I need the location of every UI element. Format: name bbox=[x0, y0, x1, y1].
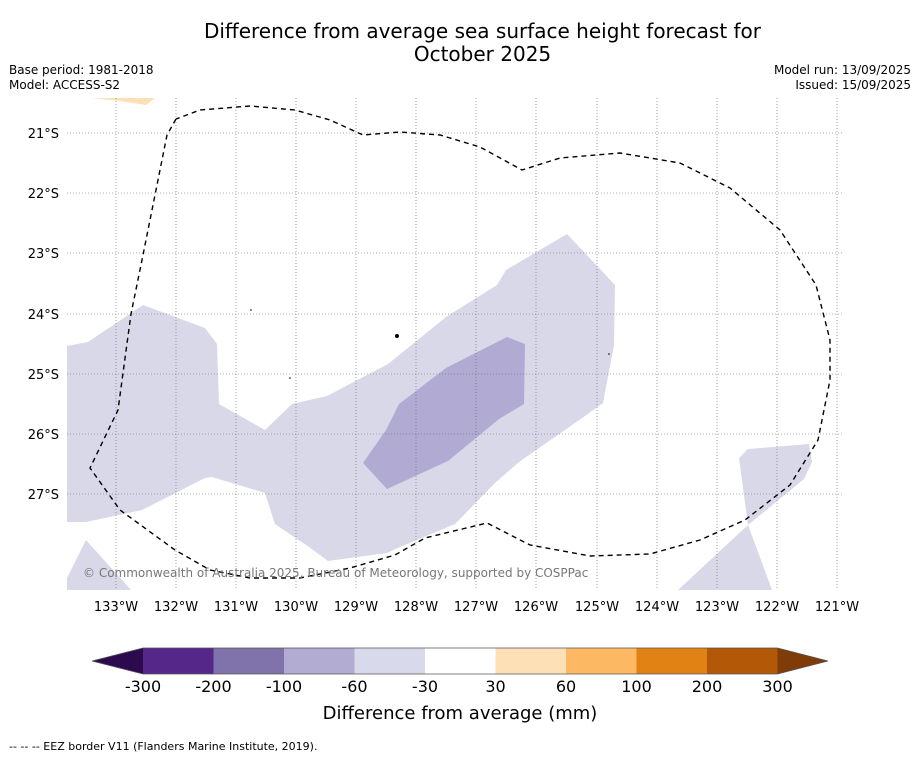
latitude-axis: 21°S 22°S 23°S 24°S 25°S 26°S 27°S bbox=[28, 127, 59, 503]
map-area: © Commonwealth of Australia 2025, Bureau… bbox=[67, 98, 843, 590]
colorbar-segment bbox=[284, 648, 355, 674]
latitude-label: 27°S bbox=[28, 488, 59, 503]
longitude-label: 126°W bbox=[514, 600, 558, 615]
longitude-label: 129°W bbox=[334, 600, 378, 615]
longitude-label: 128°W bbox=[394, 600, 438, 615]
longitude-label: 132°W bbox=[154, 600, 198, 615]
colorbar-tick-label: -60 bbox=[341, 677, 367, 696]
colorbar-tick-label: 60 bbox=[556, 677, 576, 696]
anomaly-region-medium-purple bbox=[363, 337, 525, 489]
anomaly-region-light-purple bbox=[67, 234, 615, 561]
colorbar-tick-label: -30 bbox=[412, 677, 438, 696]
island-marker bbox=[608, 353, 610, 355]
gridlines bbox=[67, 98, 843, 590]
latitude-label: 26°S bbox=[28, 428, 59, 443]
latitude-label: 25°S bbox=[28, 368, 59, 383]
longitude-label: 125°W bbox=[575, 600, 619, 615]
latitude-label: 22°S bbox=[28, 187, 59, 202]
anomaly-region-light-purple-southwest bbox=[67, 540, 131, 590]
model-name: Model: ACCESS-S2 bbox=[9, 78, 121, 92]
colorbar-tick-label: -300 bbox=[125, 677, 161, 696]
colorbar-segment bbox=[213, 648, 284, 674]
colorbar-tick-label: -100 bbox=[266, 677, 302, 696]
colorbar-segment bbox=[495, 648, 566, 674]
title-line-1: Difference from average sea surface heig… bbox=[203, 19, 762, 43]
longitude-label: 127°W bbox=[454, 600, 498, 615]
longitude-label: 121°W bbox=[815, 600, 859, 615]
latitude-label: 23°S bbox=[28, 247, 59, 262]
base-period: Base period: 1981-2018 bbox=[9, 63, 154, 77]
colorbar-segment bbox=[707, 648, 778, 674]
colorbar-segment bbox=[354, 648, 425, 674]
colorbar-extend-high bbox=[777, 648, 828, 674]
colorbar-tick-label: 300 bbox=[762, 677, 793, 696]
colorbar-extend-low bbox=[92, 648, 143, 674]
colorbar-segment bbox=[143, 648, 214, 674]
anomaly-region-light-orange bbox=[92, 98, 155, 105]
title-line-2: October 2025 bbox=[413, 42, 552, 66]
colorbar-title: Difference from average (mm) bbox=[323, 703, 598, 724]
colorbar-segment bbox=[566, 648, 637, 674]
latitude-label: 21°S bbox=[28, 127, 59, 142]
longitude-label: 130°W bbox=[274, 600, 318, 615]
colorbar-segment bbox=[636, 648, 707, 674]
latitude-label: 24°S bbox=[28, 308, 59, 323]
issued-date: Issued: 15/09/2025 bbox=[795, 78, 911, 92]
island-marker bbox=[395, 334, 399, 338]
island-marker bbox=[250, 309, 252, 311]
longitude-label: 124°W bbox=[635, 600, 679, 615]
colorbar-outline bbox=[91, 647, 829, 675]
eez-border-footnote: -- -- -- EEZ border V11 (Flanders Marine… bbox=[9, 740, 318, 753]
colorbar-tick-label: 100 bbox=[621, 677, 652, 696]
colorbar-tick-label: 200 bbox=[692, 677, 723, 696]
colorbar-tick-label: 30 bbox=[485, 677, 505, 696]
eez-border bbox=[89, 105, 831, 579]
anomaly-region-light-purple-southeast bbox=[678, 525, 772, 590]
longitude-label: 122°W bbox=[755, 600, 799, 615]
model-run: Model run: 13/09/2025 bbox=[773, 63, 911, 77]
copyright-notice: © Commonwealth of Australia 2025, Bureau… bbox=[83, 566, 588, 580]
colorbar-segment bbox=[425, 648, 496, 674]
longitude-axis: 133°W 132°W 131°W 130°W 129°W 128°W 127°… bbox=[94, 600, 859, 615]
longitude-label: 131°W bbox=[214, 600, 258, 615]
island-marker bbox=[289, 377, 291, 379]
longitude-label: 123°W bbox=[695, 600, 739, 615]
anomaly-region-light-purple-east bbox=[739, 444, 812, 525]
colorbar: -300 -200 -100 -60 -30 30 60 100 200 300… bbox=[91, 647, 829, 724]
longitude-label: 133°W bbox=[94, 600, 138, 615]
colorbar-tick-label: -200 bbox=[195, 677, 231, 696]
map-figure: © Commonwealth of Australia 2025, Bureau… bbox=[28, 98, 859, 724]
